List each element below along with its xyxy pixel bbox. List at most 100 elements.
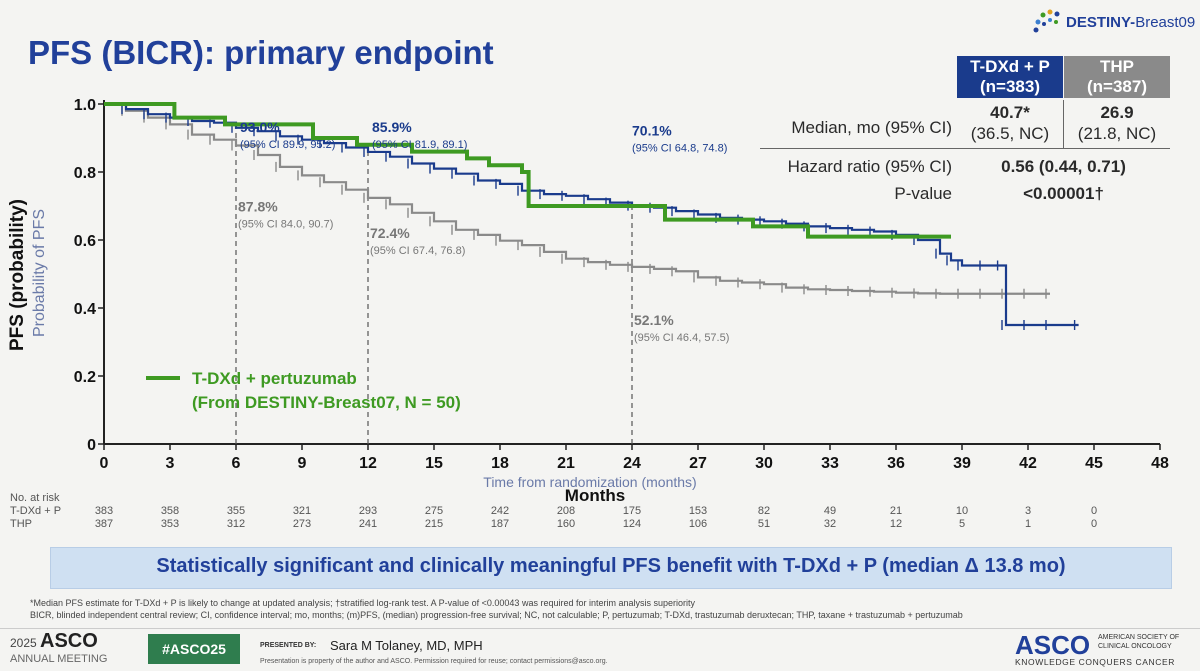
x-tick-label: 0: [100, 455, 109, 472]
curve-t-dxd: [104, 102, 1079, 327]
y-tick-label: 0: [87, 437, 96, 454]
p-value: <0.00001†: [1023, 184, 1104, 203]
at-risk-value: 293: [358, 505, 378, 517]
curve-t-dxd: [104, 102, 951, 239]
annotation-value: 52.1%: [634, 312, 674, 328]
at-risk-value: 32: [823, 518, 837, 530]
y-tick-label: 1.0: [74, 97, 96, 114]
at-risk-header: No. at risk: [10, 492, 60, 504]
p-value-label: P-value: [894, 184, 952, 203]
chart-legend: T-DXd + pertuzumab (From DESTINY-Breast07…: [146, 369, 461, 412]
x-tick-label: 15: [425, 455, 443, 472]
footnote-1: *Median PFS estimate for T-DXd + P is li…: [30, 598, 696, 608]
footnote-2: BICR, blinded independent central review…: [30, 610, 963, 620]
x-tick-label: 42: [1019, 455, 1037, 472]
at-risk-value: 187: [490, 518, 510, 530]
y-tick-label: 0.8: [74, 165, 96, 182]
conclusion-banner: [50, 547, 1172, 589]
footer-divider: [0, 628, 1200, 629]
org-line-2: CLINICAL ONCOLOGY: [1098, 643, 1172, 650]
table-header-tdxd: [957, 56, 1063, 98]
at-risk-value: 153: [688, 505, 708, 517]
annotation-ci: (95% CI 46.4, 57.5): [634, 332, 729, 344]
conclusion-text: Statistically significant and clinically…: [156, 555, 1066, 577]
asco-year: 2025: [10, 636, 37, 650]
annotation-value: 72.4%: [370, 225, 410, 241]
table-header-thp: [1064, 56, 1170, 98]
org-line-1: AMERICAN SOCIETY OF: [1098, 634, 1180, 641]
presenter-name: Sara M Tolaney, MD, MPH: [330, 638, 483, 653]
annual-meeting: ANNUAL MEETING: [10, 653, 108, 665]
x-tick-label: 27: [689, 455, 707, 472]
tdxd-header-n: (n=383): [980, 77, 1040, 96]
x-tick-label: 6: [232, 455, 241, 472]
chart-annotations: 93.0% (95% CI 89.9, 95.2) 85.9% (95% CI 81.…: [238, 119, 729, 344]
asco-logo: ASCO: [1015, 630, 1091, 660]
presented-by: PRESENTED BY:: [260, 642, 317, 649]
at-risk-label-thp: THP: [10, 518, 32, 530]
median-tdxd-ci: (36.5, NC): [970, 124, 1050, 143]
at-risk-value: 175: [622, 505, 642, 517]
annotation-value: 87.8%: [238, 198, 278, 214]
at-risk-value: 355: [226, 505, 246, 517]
at-risk-value: 49: [823, 505, 837, 517]
table-divider: [760, 148, 1170, 149]
x-tick-label: 45: [1085, 455, 1103, 472]
thp-header-n: (n=387): [1087, 77, 1147, 96]
legend-line-2: (From DESTINY-Breast07, N = 50): [192, 393, 461, 412]
at-risk-value: 387: [94, 518, 114, 530]
thp-header-label: THP: [1100, 57, 1134, 76]
asco-tagline: KNOWLEDGE CONQUERS CANCER: [1015, 657, 1175, 667]
destiny-breast09-logo: DESTINY-Breast09: [1030, 8, 1195, 36]
reference-lines: [235, 127, 633, 444]
annotation-ci: (95% CI 64.8, 74.8): [632, 143, 727, 155]
median-tdxd: 40.7*: [990, 103, 1030, 122]
at-risk-value: 208: [556, 505, 576, 517]
at-risk-value: 383: [94, 505, 114, 517]
page-title: PFS (BICR): primary endpoint: [28, 34, 494, 71]
x-tick-label: 18: [491, 455, 509, 472]
chart-axes: 0 3 6 9 12 15 18 21 24 27 30 33 36 39 42 45 4800.20.40.6…: [74, 97, 1169, 472]
at-risk-value: 1: [1024, 518, 1032, 530]
at-risk-value: 353: [160, 518, 180, 530]
median-label: Median, mo (95% CI): [791, 118, 952, 137]
x-tick-label: 48: [1151, 455, 1169, 472]
at-risk-value: 215: [424, 518, 444, 530]
annotation-ci: (95% CI 81.9, 89.1): [372, 139, 467, 151]
x-tick-label: 30: [755, 455, 773, 472]
at-risk-value: 160: [556, 518, 576, 530]
annotation-value: 70.1%: [632, 123, 672, 139]
y-tick-label: 0.6: [74, 233, 96, 250]
median-thp-ci: (21.8, NC): [1077, 124, 1157, 143]
at-risk-value: 5: [958, 518, 966, 530]
at-risk-value: 241: [358, 518, 378, 530]
annotation-ci: (95% CI 84.0, 90.7): [238, 218, 333, 230]
annotation-value: 93.0%: [240, 119, 280, 135]
at-risk-value: 0: [1090, 505, 1098, 517]
tdxd-header-label: T-DXd + P: [970, 57, 1050, 76]
at-risk-value: 51: [757, 518, 771, 530]
at-risk-value: 124: [622, 518, 642, 530]
at-risk-value: 10: [955, 505, 969, 517]
x-tick-label: 12: [359, 455, 377, 472]
legend-line-1: T-DXd + pertuzumab: [192, 369, 357, 388]
table-header-tdxd-text: T-DXd + P (n=383): [957, 57, 1063, 97]
asco-meeting-logo: ASCO: [40, 630, 98, 652]
x-axis-label: Months: [564, 486, 626, 505]
y-axis-sublabel: Probability of PFS: [31, 208, 48, 338]
at-risk-value: 242: [490, 505, 510, 517]
y-tick-label: 0.4: [74, 301, 96, 318]
x-tick-label: 9: [298, 455, 307, 472]
curve-thp: [104, 102, 1050, 295]
at-risk-value: 106: [688, 518, 708, 530]
annotation-ci: (95% CI 89.9, 95.2): [240, 139, 335, 151]
logo-dots-icon: [1033, 9, 1060, 33]
km-chart: 0 3 6 9 12 15 18 21 24 27 30 33 36 39 42 45 4800.20.40.6…: [74, 97, 1169, 472]
x-tick-label: 39: [953, 455, 971, 472]
x-tick-label: 3: [166, 455, 175, 472]
at-risk-value: 0: [1090, 518, 1098, 530]
at-risk-label-tdxd: T-DXd + P: [10, 505, 62, 517]
disclaimer: Presentation is property of the author a…: [260, 658, 608, 665]
at-risk-value: 321: [292, 505, 312, 517]
at-risk-value: 82: [757, 505, 771, 517]
